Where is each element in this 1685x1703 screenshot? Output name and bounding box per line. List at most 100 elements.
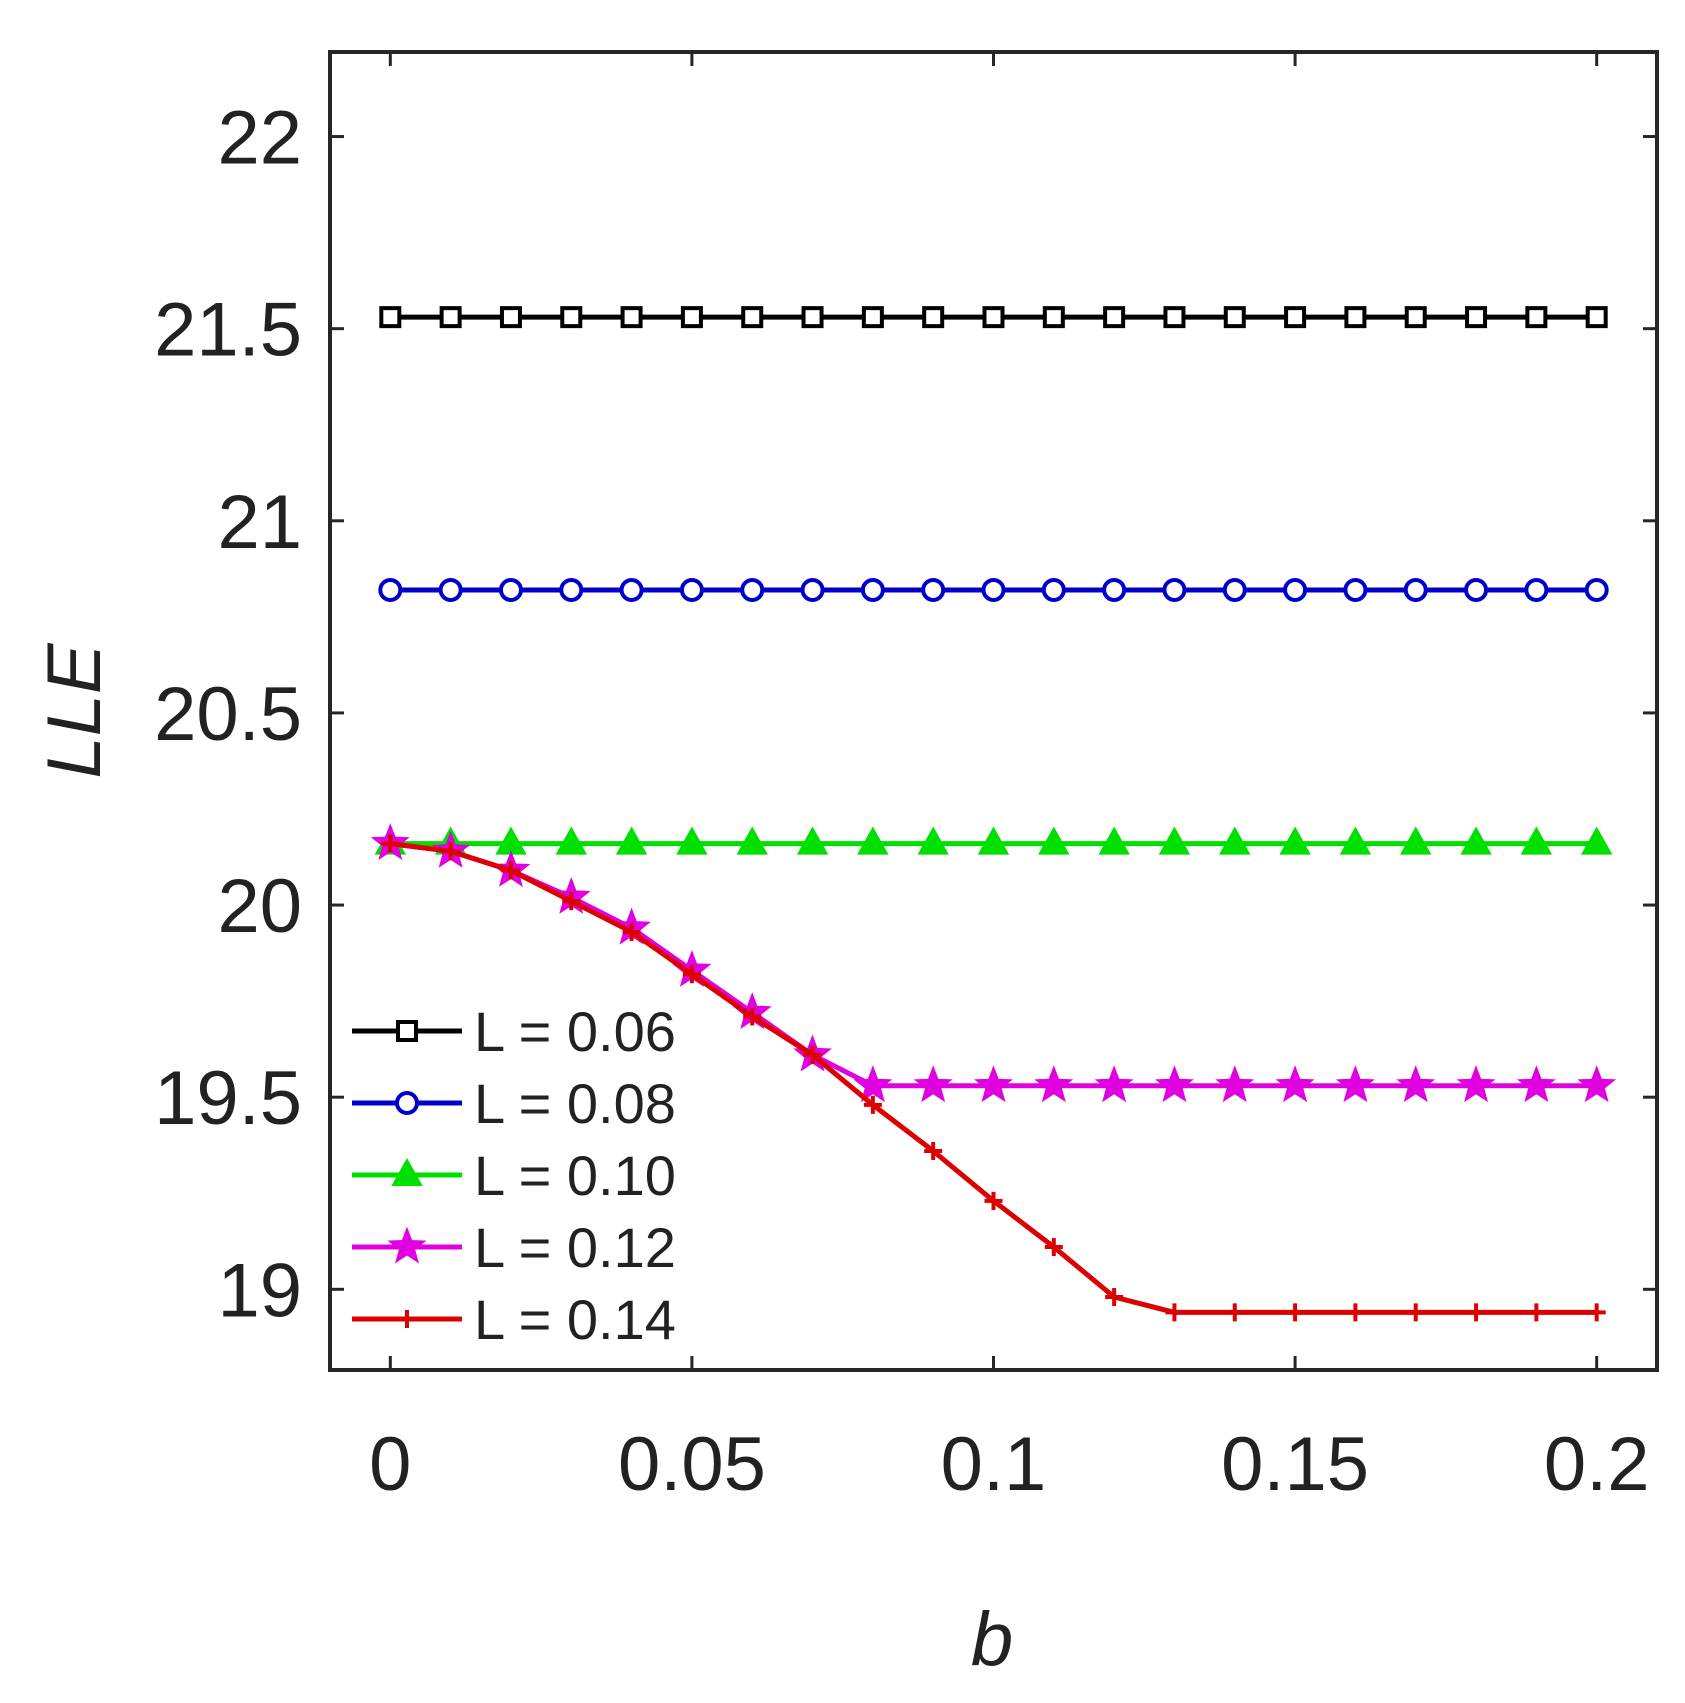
data-point xyxy=(860,577,885,602)
data-point xyxy=(1467,1303,1486,1322)
data-point xyxy=(740,577,765,602)
legend: L = 0.06 L = 0.08 L = 0.10 L = 0.12 L = 0.14 xyxy=(352,1000,676,1351)
data-point xyxy=(441,842,460,861)
legend-label: L = 0.12 xyxy=(474,1216,676,1279)
legend-label: L = 0.14 xyxy=(474,1288,676,1351)
data-point xyxy=(1404,306,1427,329)
data-point xyxy=(796,826,829,855)
data-point xyxy=(917,826,949,855)
data-point xyxy=(1339,826,1372,855)
x-tick-label: 0.1 xyxy=(941,1422,1047,1507)
data-point xyxy=(1042,306,1065,329)
y-tick-label: 21 xyxy=(217,480,302,565)
data-point xyxy=(974,1065,1013,1103)
ticks-layer: 0 0.05 0.1 0.15 0.2 19 19.5 20 20.5 21 21.5 22 xyxy=(154,52,1657,1507)
data-point xyxy=(1215,1065,1255,1103)
data-point xyxy=(1403,577,1428,602)
y-tick-label: 19.5 xyxy=(154,1056,302,1141)
data-point xyxy=(1587,1303,1606,1322)
legend-item: L = 0.06 xyxy=(352,1000,676,1063)
data-point xyxy=(1279,826,1311,855)
data-point xyxy=(913,1065,953,1103)
data-point xyxy=(679,577,704,602)
data-point xyxy=(1527,1303,1546,1322)
data-point xyxy=(924,1141,943,1160)
data-point xyxy=(1225,1303,1244,1322)
data-point xyxy=(1524,577,1549,602)
y-axis-label: LLE xyxy=(32,642,117,779)
plot-background xyxy=(330,52,1657,1370)
data-point xyxy=(736,826,768,855)
data-point xyxy=(1577,1065,1617,1103)
data-point xyxy=(801,306,824,329)
data-point xyxy=(1400,826,1432,855)
data-point xyxy=(1456,1065,1496,1103)
data-point xyxy=(1041,577,1066,602)
legend-marker xyxy=(395,1091,419,1115)
data-point xyxy=(1105,1287,1124,1306)
data-point xyxy=(1219,826,1251,855)
data-point xyxy=(676,826,708,855)
legend-label: L = 0.08 xyxy=(474,1072,676,1135)
data-point xyxy=(1163,306,1186,329)
data-point xyxy=(1286,1303,1305,1322)
data-point xyxy=(977,826,1010,855)
y-tick-label: 20 xyxy=(217,864,302,949)
data-point xyxy=(861,306,884,329)
data-point xyxy=(984,1191,1003,1210)
data-point xyxy=(1464,577,1489,602)
data-point xyxy=(853,1065,893,1103)
data-point xyxy=(1102,577,1127,602)
data-point xyxy=(501,861,520,880)
series-5 xyxy=(381,834,1606,1322)
data-point xyxy=(1098,826,1130,855)
series-4 xyxy=(370,823,1617,1103)
series-2 xyxy=(378,577,1609,602)
legend-item: L = 0.08 xyxy=(352,1072,676,1135)
legend-marker xyxy=(396,1020,418,1042)
data-point xyxy=(682,965,701,984)
data-point xyxy=(560,306,583,329)
data-point xyxy=(498,577,523,602)
data-point xyxy=(1343,577,1368,602)
legend-label: L = 0.10 xyxy=(474,1144,676,1207)
legend-marker xyxy=(387,1226,427,1264)
data-point xyxy=(1103,306,1126,329)
data-point xyxy=(620,306,643,329)
legend-item: L = 0.12 xyxy=(352,1216,676,1279)
data-point xyxy=(741,306,764,329)
data-point xyxy=(857,826,889,855)
data-point xyxy=(1344,306,1367,329)
x-tick-label: 0.15 xyxy=(1221,1422,1369,1507)
data-point xyxy=(1223,306,1246,329)
data-point xyxy=(982,306,1005,329)
data-point xyxy=(1525,306,1548,329)
x-axis-label: b xyxy=(971,1597,1013,1682)
data-point xyxy=(438,577,463,602)
data-point xyxy=(981,577,1006,602)
data-point xyxy=(1580,826,1613,855)
data-point xyxy=(615,826,648,855)
data-point xyxy=(1044,1238,1063,1257)
data-point xyxy=(619,577,644,602)
legend-item: L = 0.14 xyxy=(352,1288,676,1351)
x-tick-label: 0.05 xyxy=(618,1422,766,1507)
legend-marker xyxy=(398,1310,416,1328)
y-tick-label: 20.5 xyxy=(154,672,302,757)
data-point xyxy=(1516,1065,1556,1103)
data-point xyxy=(1162,577,1187,602)
data-point xyxy=(559,577,584,602)
data-point xyxy=(743,1007,762,1026)
data-point xyxy=(1335,1065,1375,1103)
data-point xyxy=(1520,826,1553,855)
legend-label: L = 0.06 xyxy=(474,1000,676,1063)
data-point xyxy=(379,306,402,329)
y-tick-label: 22 xyxy=(217,96,302,181)
data-point xyxy=(1275,1065,1315,1103)
data-point xyxy=(1460,826,1492,855)
data-point xyxy=(1094,1065,1134,1103)
data-point xyxy=(1034,1065,1074,1103)
data-point xyxy=(922,306,945,329)
data-point xyxy=(921,577,946,602)
